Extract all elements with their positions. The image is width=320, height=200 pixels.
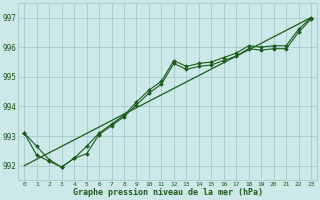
X-axis label: Graphe pression niveau de la mer (hPa): Graphe pression niveau de la mer (hPa)	[73, 188, 263, 197]
